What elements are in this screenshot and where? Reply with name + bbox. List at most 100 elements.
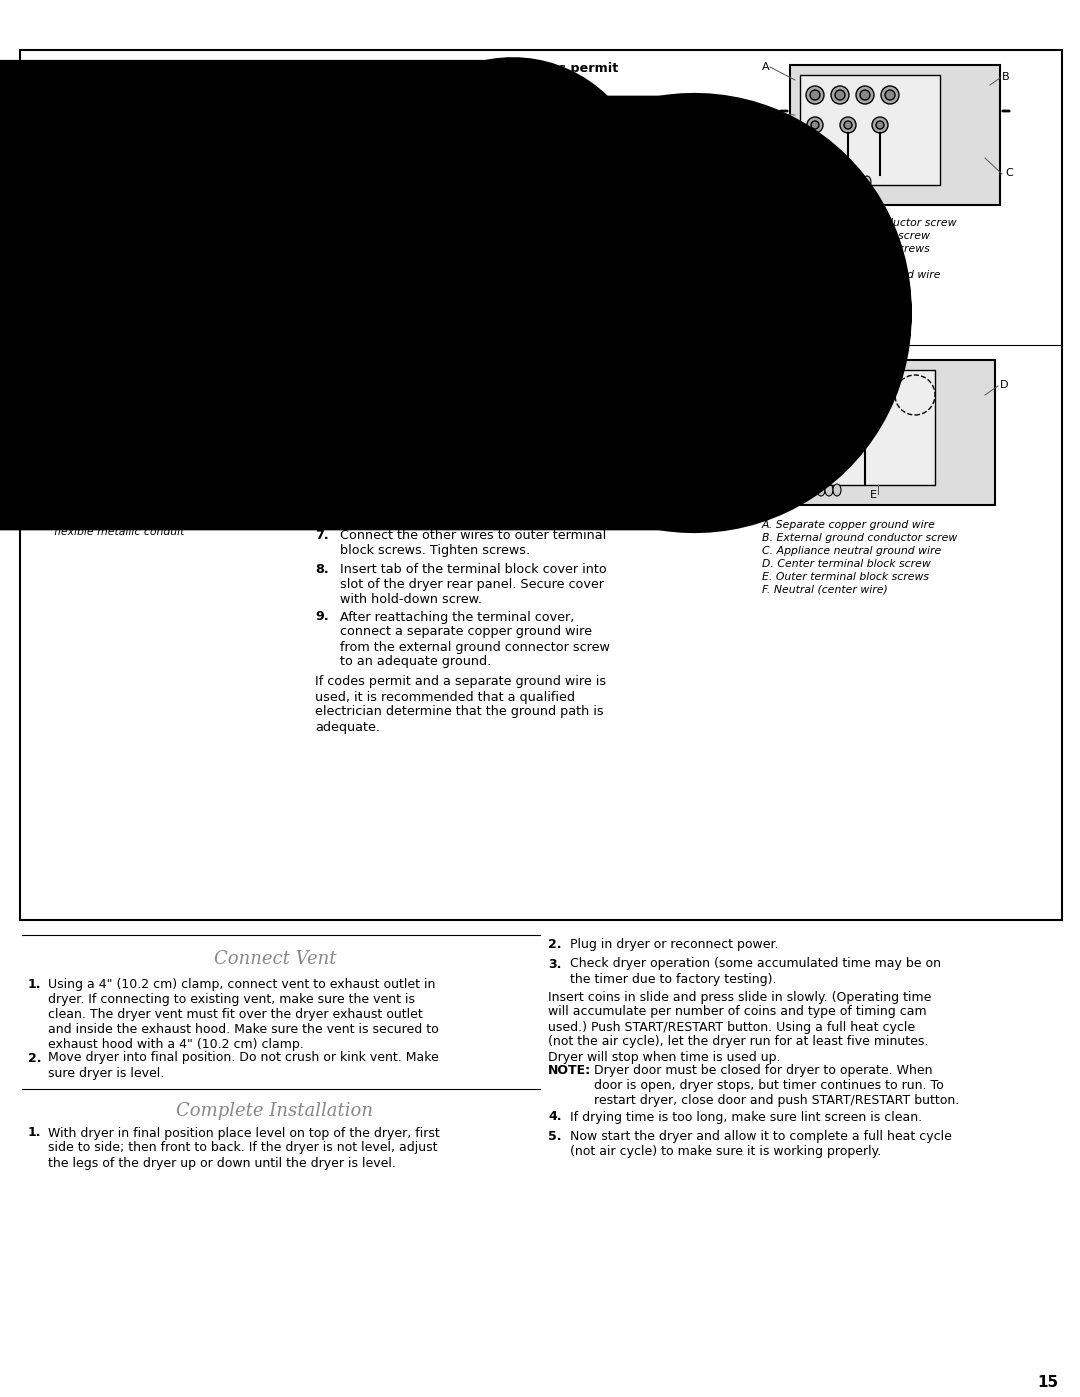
Text: Now start the dryer and allow it to complete a full heat cycle
(not air cycle) t: Now start the dryer and allow it to comp…: [570, 1130, 951, 1158]
Text: Direct Wire,: Direct Wire,: [30, 61, 120, 75]
Text: C. 10-gauge, 3 wire with ground wire in: C. 10-gauge, 3 wire with ground wire in: [40, 514, 255, 524]
Text: Insert coins in slide and press slide in slowly. (Operating time
will accumulate: Insert coins in slide and press slide in…: [548, 990, 931, 1063]
Circle shape: [831, 87, 849, 103]
Text: A. Separate copper ground wire: A. Separate copper ground wire: [762, 520, 936, 529]
Text: 3.: 3.: [548, 957, 562, 971]
Circle shape: [815, 386, 825, 395]
Text: Strip 3½" (8.9 cm) of outer
covering from end of cable. Strip
insulation back 1": Strip 3½" (8.9 cm) of outer covering fro…: [65, 407, 251, 474]
Text: of wires
stripped of
insulation: of wires stripped of insulation: [230, 204, 283, 237]
Circle shape: [865, 386, 875, 395]
Text: A: A: [130, 182, 137, 191]
Text: Move dryer into final position. Do not crush or kink vent. Make
sure dryer is le: Move dryer into final position. Do not c…: [48, 1052, 438, 1080]
Text: to
disconnect
box: to disconnect box: [30, 215, 84, 249]
Circle shape: [789, 386, 800, 395]
Bar: [800, 75, 940, 184]
Text: B: B: [249, 265, 258, 275]
Circle shape: [861, 432, 869, 439]
Text: Place the hooked ends of the other
direct wire cable wires under the outer
termi: Place the hooked ends of the other direc…: [340, 239, 606, 312]
Circle shape: [810, 89, 820, 101]
Bar: [42, 380, 58, 408]
Text: 5.: 5.: [315, 407, 328, 420]
Text: 5.: 5.: [548, 1130, 562, 1143]
Ellipse shape: [847, 176, 855, 189]
Text: A: A: [762, 61, 770, 73]
Bar: [162, 240, 172, 277]
Text: Remove the appliance neutral ground wire
from the external ground conductor scre: Remove the appliance neutral ground wire…: [340, 427, 622, 531]
Text: Shape ends
of wires into
a hook.: Shape ends of wires into a hook.: [65, 373, 130, 407]
Bar: [42, 240, 52, 277]
Bar: [775, 360, 995, 504]
Text: B: B: [775, 370, 783, 380]
Circle shape: [861, 381, 879, 400]
Text: 1" (2.5 cm): 1" (2.5 cm): [230, 193, 285, 203]
Text: B. Center terminal block screw: B. Center terminal block screw: [762, 231, 930, 242]
Circle shape: [786, 381, 804, 400]
Text: 9.: 9.: [315, 610, 328, 623]
Text: 2.: 2.: [28, 1052, 41, 1065]
Text: 8.: 8.: [315, 313, 328, 326]
Bar: [112, 240, 122, 277]
Text: If codes permit and a separate ground wire is
used, it is recommended that a qua: If codes permit and a separate ground wi…: [315, 676, 606, 733]
Text: 6.: 6.: [315, 163, 328, 177]
Text: Use this method where local codes do
not permit connecting neutral ground
wire t: Use this method where local codes do not…: [315, 353, 589, 395]
Text: 3-1/2" (8.9 cm): 3-1/2" (8.9 cm): [208, 317, 282, 327]
Text: C. Outer terminal block screws: C. Outer terminal block screws: [762, 244, 930, 254]
Circle shape: [876, 122, 885, 129]
Text: If drying time is too long, make sure lint screen is clean.: If drying time is too long, make sure li…: [570, 1111, 922, 1123]
Circle shape: [835, 89, 845, 101]
Text: Dryer door must be closed for dryer to operate. When
door is open, dryer stops, : Dryer door must be closed for dryer to o…: [594, 1065, 959, 1106]
Text: Remove the center terminal block screw.: Remove the center terminal block screw.: [340, 407, 602, 420]
Text: F: F: [757, 440, 764, 450]
Text: 1.: 1.: [28, 1126, 41, 1140]
Text: B. Neutral (white or center): B. Neutral (white or center): [40, 502, 190, 511]
Text: Connect Vent: Connect Vent: [214, 950, 336, 968]
Circle shape: [872, 117, 888, 133]
Circle shape: [836, 381, 854, 400]
Ellipse shape: [839, 176, 847, 189]
Text: With dryer in final position place level on top of the dryer, first
side to side: With dryer in final position place level…: [48, 1126, 440, 1169]
Circle shape: [826, 432, 834, 439]
Text: flexible metallic conduit: flexible metallic conduit: [40, 527, 185, 536]
Ellipse shape: [863, 176, 870, 189]
Text: F. Neutral (center wire): F. Neutral (center wire): [762, 585, 888, 595]
Ellipse shape: [831, 176, 839, 189]
Text: D: D: [1000, 380, 1009, 390]
Text: Use this method where local codes permit
connecting neutral ground wire to
neutr: Use this method where local codes permit…: [315, 61, 618, 105]
Text: 8.: 8.: [315, 563, 328, 576]
Circle shape: [811, 122, 819, 129]
Text: A. ¾" conduit connector: A. ¾" conduit connector: [40, 488, 172, 497]
Text: Three wire with ground wire: green or bare
wire cut short. Wire is not used. Dry: Three wire with ground wire: green or ba…: [98, 95, 312, 129]
Text: 15: 15: [1037, 1375, 1058, 1390]
Bar: [152, 240, 162, 277]
Circle shape: [858, 427, 873, 443]
Text: Loosen or remove the center terminal
block screw.: Loosen or remove the center terminal blo…: [340, 130, 582, 158]
Bar: [21, 50, 1062, 921]
Text: D: D: [762, 148, 770, 158]
Circle shape: [840, 386, 850, 395]
Bar: [72, 240, 82, 277]
Text: 6.: 6.: [315, 427, 328, 440]
Circle shape: [856, 87, 874, 103]
Text: Plug in dryer or reconnect power.: Plug in dryer or reconnect power.: [570, 937, 779, 951]
Text: NOTE:: NOTE:: [548, 1065, 591, 1077]
Bar: [82, 240, 92, 277]
Circle shape: [806, 87, 824, 103]
Circle shape: [843, 122, 852, 129]
Text: C: C: [870, 356, 878, 366]
Text: Check dryer operation (some accumulated time may be on
the timer due to factory : Check dryer operation (some accumulated …: [570, 957, 941, 985]
Text: 1.: 1.: [28, 978, 41, 990]
Text: 5.: 5.: [315, 130, 328, 142]
Text: Complete Installation: Complete Installation: [176, 1102, 374, 1120]
Circle shape: [791, 432, 799, 439]
Text: Place the hooked end of the neutral wire
(white or center) of the direct wire ca: Place the hooked end of the neutral wire…: [340, 163, 600, 237]
Text: Three-wire electrical connection:: Three-wire electrical connection:: [30, 75, 278, 89]
Bar: [92, 240, 102, 277]
Text: Connect the other wires to outer terminal
block screws. Tighten screws.: Connect the other wires to outer termina…: [340, 529, 606, 557]
Text: C: C: [1005, 168, 1013, 177]
Bar: [52, 240, 62, 277]
Text: A: A: [796, 356, 804, 366]
Text: D. Neutral (center wire): D. Neutral (center wire): [762, 257, 891, 267]
Text: B. External ground conductor screw: B. External ground conductor screw: [762, 534, 957, 543]
Text: 4.: 4.: [548, 1111, 562, 1123]
Circle shape: [860, 89, 870, 101]
